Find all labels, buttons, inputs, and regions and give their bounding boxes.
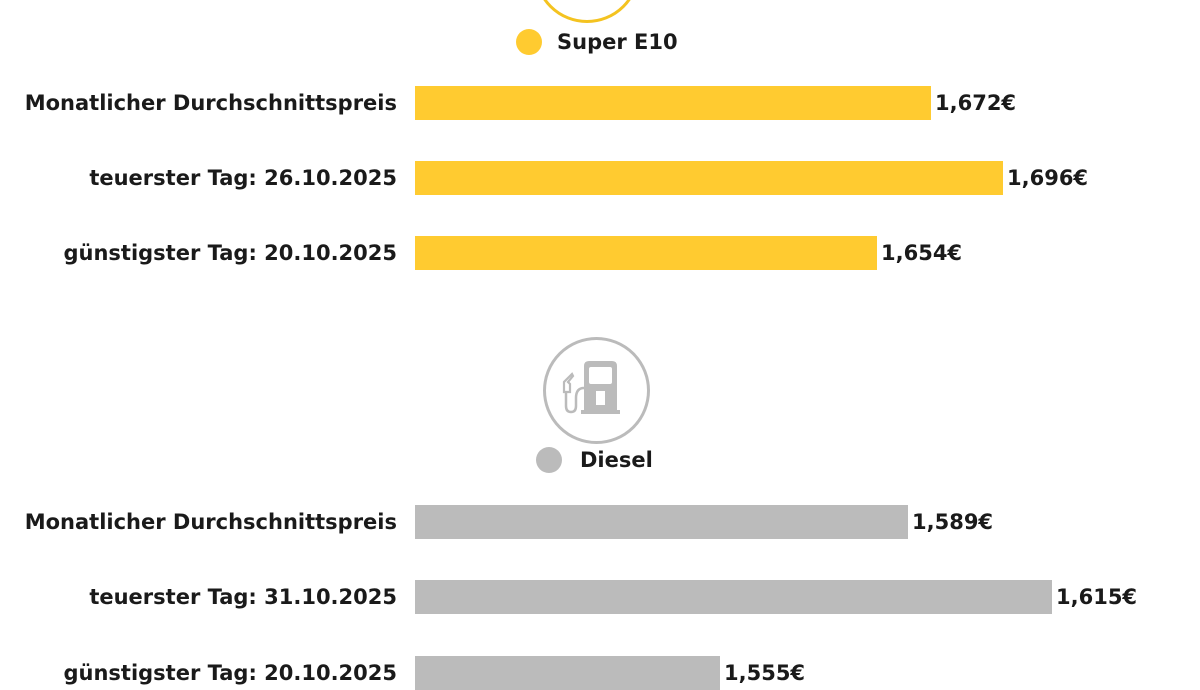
e10-bar-average bbox=[415, 86, 931, 120]
e10-row-label-most-expensive: teuerster Tag: 26.10.2025 bbox=[89, 166, 397, 190]
e10-row-label-cheapest: günstigster Tag: 20.10.2025 bbox=[63, 241, 397, 265]
diesel-icon-circle bbox=[543, 337, 650, 444]
fuel-pump-icon bbox=[562, 361, 620, 414]
diesel-bar-cheapest bbox=[415, 656, 720, 690]
e10-value-cheapest: 1,654€ bbox=[881, 241, 963, 265]
diesel-value-cheapest: 1,555€ bbox=[724, 661, 806, 685]
diesel-bar-most-expensive bbox=[415, 580, 1052, 614]
e10-legend-label: Super E10 bbox=[557, 30, 678, 54]
e10-bar-most-expensive bbox=[415, 161, 1003, 195]
e10-value-average: 1,672€ bbox=[935, 91, 1017, 115]
diesel-row-label-most-expensive: teuerster Tag: 31.10.2025 bbox=[89, 585, 397, 609]
diesel-bar-average bbox=[415, 505, 908, 539]
e10-bar-cheapest bbox=[415, 236, 877, 270]
e10-fuel-pump-icon bbox=[534, 0, 640, 23]
diesel-legend-dot bbox=[536, 447, 562, 473]
diesel-row-label-average: Monatlicher Durchschnittspreis bbox=[24, 510, 397, 534]
diesel-value-average: 1,589€ bbox=[912, 510, 994, 534]
e10-row-label-average: Monatlicher Durchschnittspreis bbox=[24, 91, 397, 115]
diesel-row-label-cheapest: günstigster Tag: 20.10.2025 bbox=[63, 661, 397, 685]
diesel-legend-label: Diesel bbox=[580, 448, 653, 472]
e10-legend-dot bbox=[516, 29, 542, 55]
diesel-value-most-expensive: 1,615€ bbox=[1056, 585, 1138, 609]
e10-value-most-expensive: 1,696€ bbox=[1007, 166, 1089, 190]
